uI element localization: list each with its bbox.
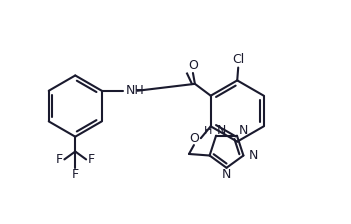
Text: N: N xyxy=(239,124,248,137)
Text: N: N xyxy=(222,168,231,181)
Text: N: N xyxy=(249,149,258,162)
Text: NH: NH xyxy=(125,84,144,97)
Text: N: N xyxy=(217,124,226,137)
Text: F: F xyxy=(56,153,63,166)
Text: O: O xyxy=(188,59,198,72)
Text: O: O xyxy=(189,132,199,145)
Text: H: H xyxy=(204,126,212,136)
Text: F: F xyxy=(87,153,95,166)
Text: F: F xyxy=(72,168,79,181)
Text: Cl: Cl xyxy=(232,53,244,66)
